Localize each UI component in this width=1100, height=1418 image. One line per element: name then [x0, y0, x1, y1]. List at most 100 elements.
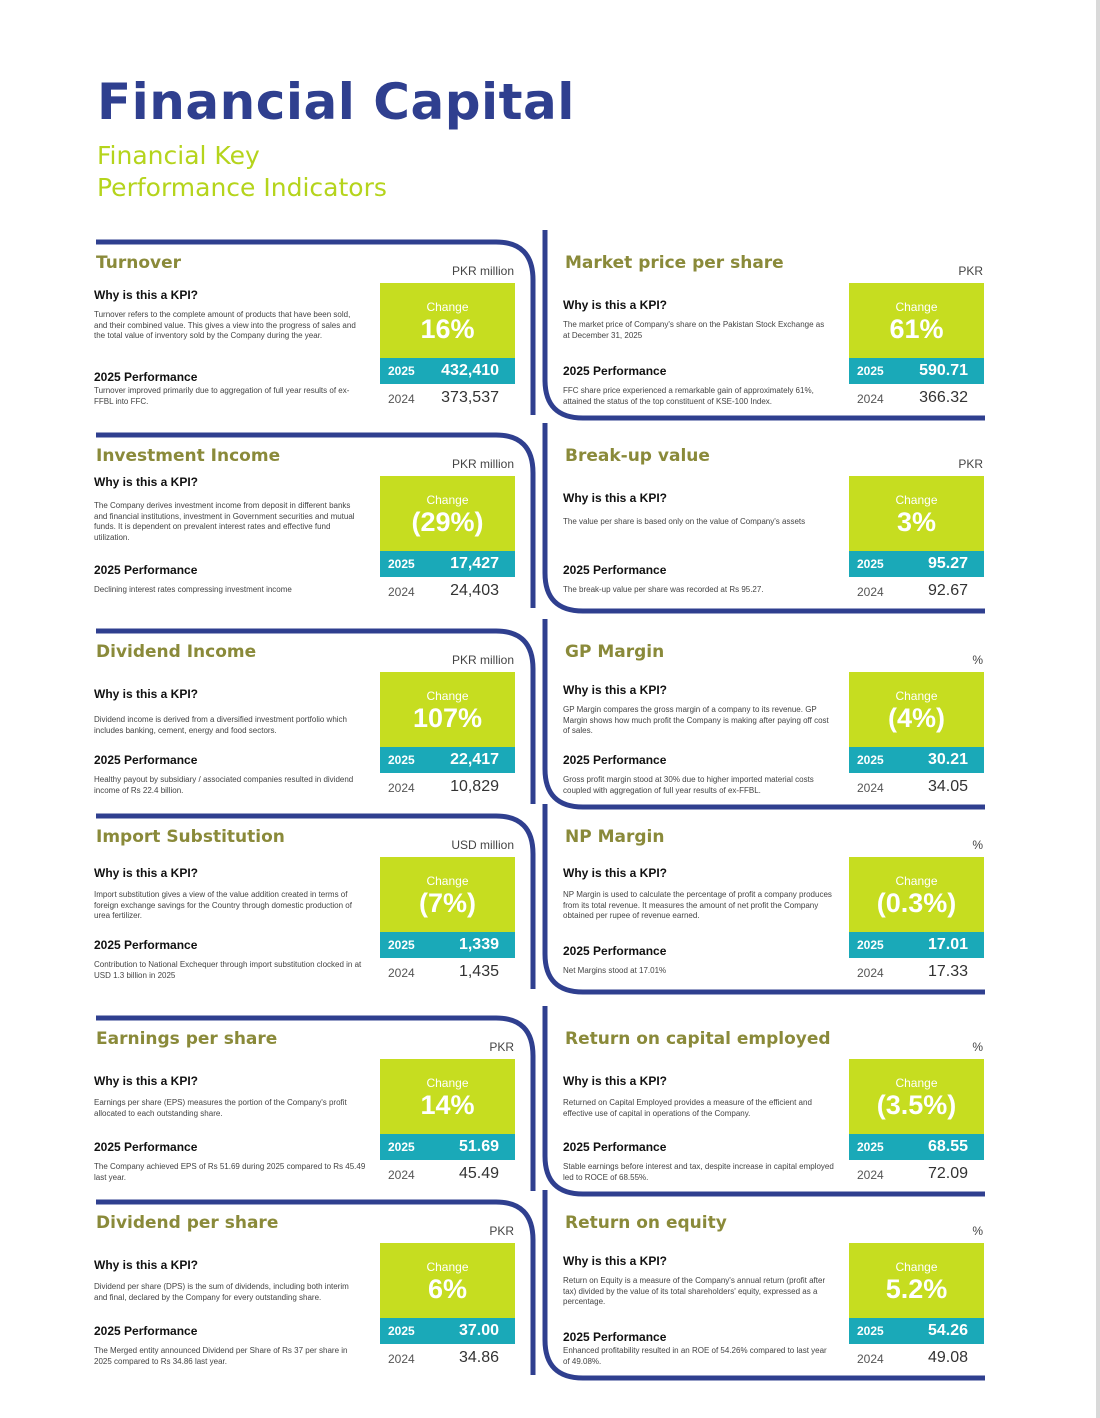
kpi-change-box: Change 107% [380, 672, 515, 747]
kpi-title: GP Margin [565, 642, 665, 662]
kpi-change-label: Change [895, 1076, 938, 1090]
kpi-previous-value: 92.67 [927, 582, 968, 599]
kpi-title: Earnings per share [96, 1029, 278, 1049]
kpi-performance-label: 2025 Performance [94, 938, 198, 952]
kpi-current-bar: 2025 22,417 [380, 747, 515, 773]
kpi-question: Why is this a KPI? [94, 288, 199, 302]
kpi-performance-description: Net Margins stood at 17.01% [563, 966, 667, 975]
kpi-current-value: 95.27 [927, 555, 968, 572]
kpi-card-10: Return on capital employed % Why is this… [542, 1006, 1005, 1197]
kpi-change-value: (0.3%) [876, 888, 957, 918]
kpi-title: NP Margin [565, 827, 665, 847]
kpi-card-5: Dividend Income PKR million Why is this … [94, 628, 536, 809]
kpi-unit: PKR [958, 457, 983, 471]
kpi-current-bar: 2025 1,339 [380, 932, 515, 958]
kpi-description: Dividend income is derived from a divers… [94, 715, 347, 735]
kpi-question: Why is this a KPI? [94, 475, 199, 489]
kpi-previous-year: 2024 [388, 392, 415, 406]
kpi-unit: % [972, 1040, 983, 1054]
kpi-card-8: NP Margin % Why is this a KPI? NP Margin… [542, 804, 1005, 995]
kpi-previous-value: 373,537 [441, 389, 499, 406]
kpi-change-box: Change 14% [380, 1059, 515, 1134]
kpi-previous-year: 2024 [857, 585, 884, 599]
kpi-performance-label: 2025 Performance [563, 364, 667, 378]
kpi-title: Return on capital employed [565, 1029, 831, 1049]
kpi-current-year: 2025 [388, 753, 415, 767]
kpi-card-frame [542, 230, 985, 421]
kpi-current-bar: 2025 95.27 [849, 551, 984, 577]
kpi-question: Why is this a KPI? [94, 866, 199, 880]
kpi-current-year: 2025 [388, 1140, 415, 1154]
kpi-card-frame [542, 1006, 985, 1197]
kpi-title: Investment Income [96, 446, 281, 466]
kpi-current-value: 30.21 [927, 751, 968, 768]
kpi-change-label: Change [426, 1076, 469, 1090]
kpi-title: Dividend per share [96, 1213, 279, 1233]
kpi-question: Why is this a KPI? [563, 683, 668, 697]
kpi-performance-label: 2025 Performance [563, 944, 667, 958]
kpi-current-bar: 2025 17,427 [380, 551, 515, 577]
kpi-previous-year: 2024 [388, 966, 415, 980]
kpi-question: Why is this a KPI? [563, 1074, 668, 1088]
kpi-current-year: 2025 [857, 557, 884, 571]
kpi-current-bar: 2025 30.21 [849, 747, 984, 773]
kpi-card-frame [542, 619, 985, 810]
kpi-current-bar: 2025 37.00 [380, 1318, 515, 1344]
kpi-previous-value: 10,829 [450, 778, 499, 795]
kpi-change-label: Change [426, 1260, 469, 1274]
kpi-card-frame [96, 432, 536, 608]
kpi-card-12: Return on equity % Why is this a KPI? Re… [542, 1190, 1005, 1381]
kpi-change-box: Change (0.3%) [849, 857, 984, 932]
kpi-unit: PKR [489, 1040, 514, 1054]
kpi-current-value: 17.01 [927, 936, 968, 953]
kpi-previous-value: 49.08 [927, 1349, 968, 1366]
kpi-description: Returned on Capital Employed provides a … [563, 1098, 812, 1118]
kpi-previous-year: 2024 [857, 1352, 884, 1366]
kpi-previous-year: 2024 [388, 1168, 415, 1182]
kpi-title: Break-up value [565, 446, 710, 466]
kpi-unit: % [972, 653, 983, 667]
kpi-current-value: 68.55 [927, 1138, 968, 1155]
kpi-performance-description: The Merged entity announced Dividend per… [94, 1346, 348, 1366]
kpi-change-label: Change [426, 689, 469, 703]
kpi-current-value: 37.00 [458, 1322, 499, 1339]
kpi-card-frame [542, 1190, 985, 1381]
page-title: Financial Capital [97, 73, 575, 131]
kpi-previous-value: 34.05 [927, 778, 968, 795]
kpi-current-year: 2025 [388, 364, 415, 378]
kpi-change-label: Change [426, 493, 469, 507]
kpi-performance-description: Turnover improved primarily due to aggre… [94, 386, 350, 406]
kpi-performance-description: Stable earnings before interest and tax,… [563, 1162, 834, 1182]
kpi-current-value: 22,417 [450, 751, 499, 768]
kpi-performance-label: 2025 Performance [563, 563, 667, 577]
kpi-current-value: 432,410 [441, 362, 499, 379]
kpi-card-7: Import Substitution USD million Why is t… [94, 813, 536, 994]
kpi-previous-value: 34.86 [458, 1349, 499, 1366]
kpi-change-value: 3% [896, 507, 937, 537]
kpi-change-label: Change [895, 1260, 938, 1274]
kpi-question: Why is this a KPI? [94, 687, 199, 701]
kpi-card-6: GP Margin % Why is this a KPI? GP Margin… [542, 619, 1005, 810]
kpi-unit: PKR [958, 264, 983, 278]
kpi-current-bar: 2025 68.55 [849, 1134, 984, 1160]
kpi-unit: % [972, 1224, 983, 1238]
kpi-current-bar: 2025 54.26 [849, 1318, 984, 1344]
kpi-performance-label: 2025 Performance [94, 753, 198, 767]
kpi-change-label: Change [426, 300, 469, 314]
kpi-performance-description: Contribution to National Exchequer throu… [94, 960, 362, 980]
kpi-previous-value: 1,435 [458, 963, 499, 980]
kpi-change-box: Change 3% [849, 476, 984, 551]
page-subtitle: Financial Key Performance Indicators [97, 140, 387, 204]
kpi-previous-year: 2024 [388, 781, 415, 795]
kpi-current-value: 54.26 [927, 1322, 968, 1339]
kpi-title: Market price per share [565, 253, 784, 273]
kpi-performance-description: Gross profit margin stood at 30% due to … [563, 775, 814, 795]
kpi-card-frame [542, 804, 985, 995]
kpi-current-year: 2025 [857, 938, 884, 952]
kpi-description: Return on Equity is a measure of the Com… [563, 1276, 826, 1306]
kpi-change-value: 14% [420, 1090, 475, 1120]
kpi-previous-value: 72.09 [927, 1165, 968, 1182]
kpi-performance-description: Enhanced profitability resulted in an RO… [563, 1346, 827, 1366]
kpi-description: The value per share is based only on the… [563, 517, 806, 526]
kpi-unit: PKR million [451, 457, 514, 471]
